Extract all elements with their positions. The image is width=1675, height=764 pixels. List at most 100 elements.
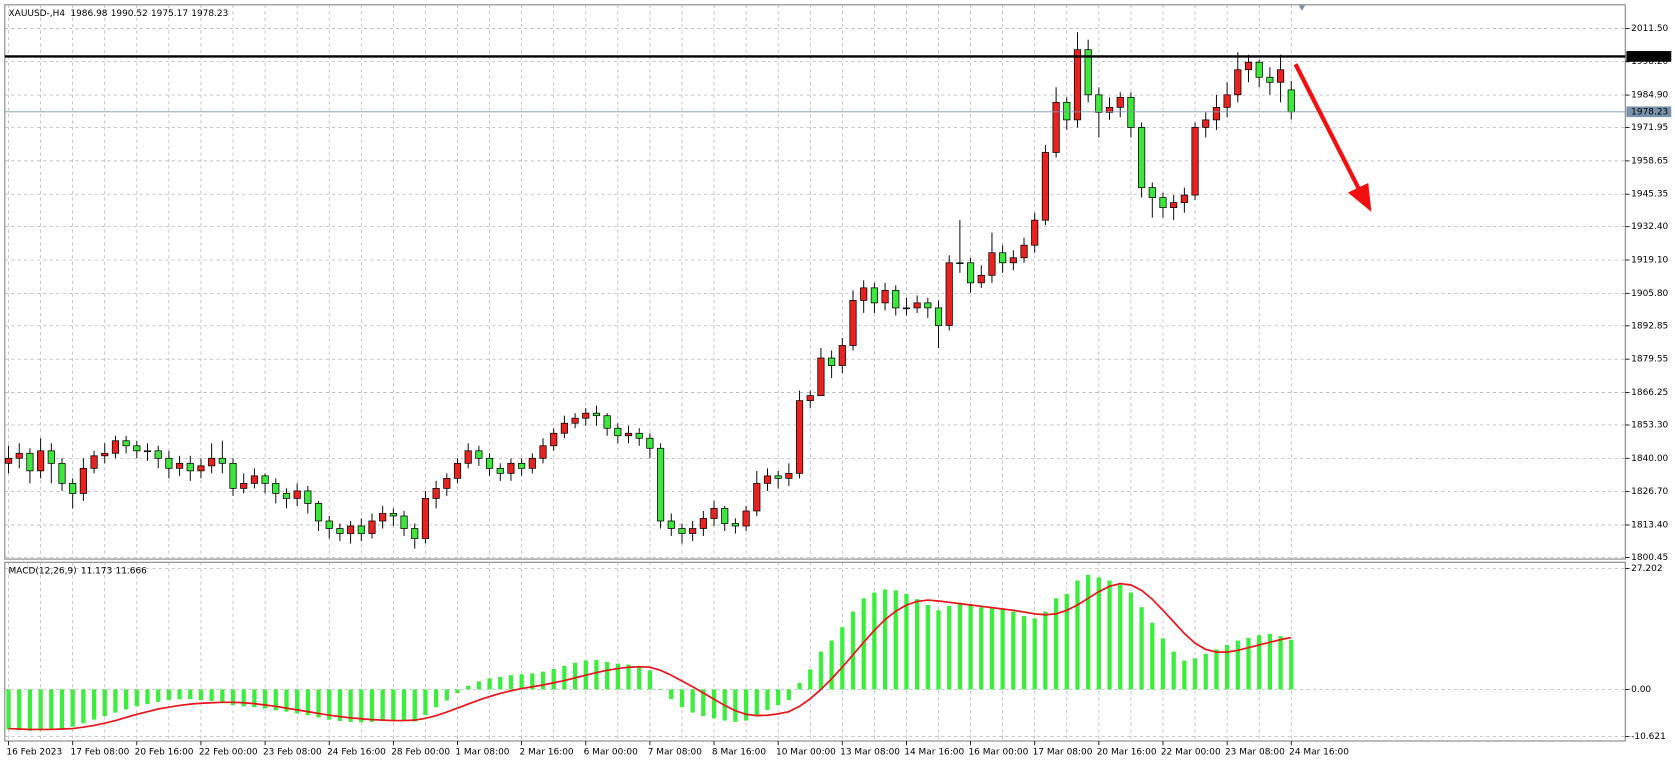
macd-bar: [1150, 622, 1155, 690]
macd-bar: [615, 663, 620, 690]
candle-body: [400, 515, 408, 529]
candle-body: [208, 457, 216, 467]
macd-bar: [765, 689, 770, 710]
macd-bar: [808, 669, 813, 690]
candle-body: [347, 525, 355, 534]
macd-bar: [1064, 593, 1069, 690]
chart-header: XAUUSD-,H4 1986.98 1990.52 1975.17 1978.23: [9, 8, 229, 18]
x-tick-label: 24 Mar 16:00: [1289, 748, 1349, 758]
signal-line: [8, 582, 1292, 731]
macd-bar: [262, 689, 268, 709]
macd-bar: [1246, 637, 1251, 690]
macd-bar: [968, 604, 973, 690]
macd-bar: [198, 689, 204, 701]
y-tick-label: 1840.00: [1631, 454, 1668, 464]
macd-bar: [27, 689, 33, 731]
candle-body: [689, 528, 697, 534]
candle-body: [977, 274, 985, 284]
macd-bar: [1118, 584, 1123, 690]
y-tick-label: 1853.30: [1631, 420, 1668, 430]
candle-body: [550, 432, 558, 447]
candle-body: [133, 445, 141, 452]
candle-body: [528, 457, 536, 469]
candle-body: [603, 415, 611, 429]
y-tick-label: 27.202: [1631, 564, 1662, 574]
macd-bar: [327, 689, 332, 720]
macd-bar: [498, 676, 503, 690]
candle-body: [101, 452, 109, 457]
candle-body: [731, 523, 739, 527]
candle-body: [1159, 197, 1167, 208]
x-tick-label: 13 Mar 08:00: [840, 748, 900, 758]
candle-body: [956, 262, 964, 265]
macd-bar: [989, 608, 995, 690]
candle-body: [443, 477, 451, 489]
macd-bar: [893, 590, 898, 690]
candle-body: [1020, 244, 1028, 259]
macd-bar: [1214, 649, 1219, 690]
macd-header: MACD(12,26,9) 11.173 11.666: [9, 566, 148, 576]
candle-body: [721, 508, 729, 524]
macd-bar: [1160, 638, 1166, 690]
candle-body: [69, 483, 77, 494]
macd-bar: [776, 689, 781, 705]
macd-bar: [391, 689, 396, 721]
macd-bar: [1000, 609, 1005, 690]
candle-body: [1105, 106, 1114, 113]
macd-bar: [91, 689, 97, 720]
candle-body: [945, 262, 953, 326]
candle-body: [507, 462, 515, 474]
candle-body: [411, 528, 419, 539]
candle-body: [325, 520, 333, 529]
shift-marker: [1298, 5, 1306, 11]
x-tick-label: 1 Mar 08:00: [455, 748, 509, 758]
candle-body: [368, 520, 376, 534]
macd-bar: [637, 666, 642, 690]
candle-body: [15, 452, 23, 459]
candle-body: [475, 450, 483, 459]
macd-bar: [134, 689, 139, 707]
candle-body: [90, 455, 98, 469]
candle-body: [881, 289, 889, 304]
candle-body: [1084, 49, 1092, 96]
macd-bar: [1043, 611, 1048, 690]
macd-bar: [572, 662, 578, 690]
x-tick-label: 14 Mar 16:00: [904, 748, 964, 758]
macd-bar: [1278, 636, 1283, 690]
macd-bar: [401, 689, 407, 721]
macd-bar: [476, 681, 482, 690]
x-tick-label: 23 Mar 08:00: [1225, 748, 1285, 758]
candle-body: [860, 287, 868, 301]
candle-body: [304, 490, 312, 504]
candle-body: [143, 450, 152, 453]
y-tick-label: -10.621: [1631, 732, 1666, 742]
candle-body: [453, 462, 462, 479]
candle-body: [795, 400, 804, 474]
macd-bar: [562, 665, 567, 690]
candle-body: [592, 412, 601, 417]
candle-body: [175, 462, 184, 469]
macd-bar: [733, 689, 738, 722]
macd-bar: [1011, 611, 1016, 690]
y-tick-label: 1919.10: [1631, 256, 1668, 266]
x-tick-label: 28 Feb 00:00: [391, 748, 450, 758]
candle-body: [785, 472, 793, 479]
x-tick-label: 22 Feb 00:00: [199, 748, 258, 758]
x-tick-label: 16 Mar 00:00: [968, 748, 1028, 758]
candle-body: [1138, 127, 1146, 188]
candle-body: [699, 518, 707, 529]
macd-bar: [1139, 607, 1144, 690]
candle-body: [79, 467, 87, 494]
candle-body: [774, 475, 782, 479]
x-tick-label: 20 Feb 16:00: [135, 748, 194, 758]
macd-bar: [1257, 635, 1262, 690]
candle-body: [902, 307, 911, 310]
macd-bar: [861, 598, 866, 690]
symbol: XAUUSD-,H4: [9, 8, 66, 18]
x-tick-label: 7 Mar 08:00: [648, 748, 702, 758]
macd-bar: [829, 640, 834, 690]
macd-bar: [530, 673, 535, 690]
candle-body: [496, 467, 504, 474]
candle-body: [742, 510, 750, 527]
